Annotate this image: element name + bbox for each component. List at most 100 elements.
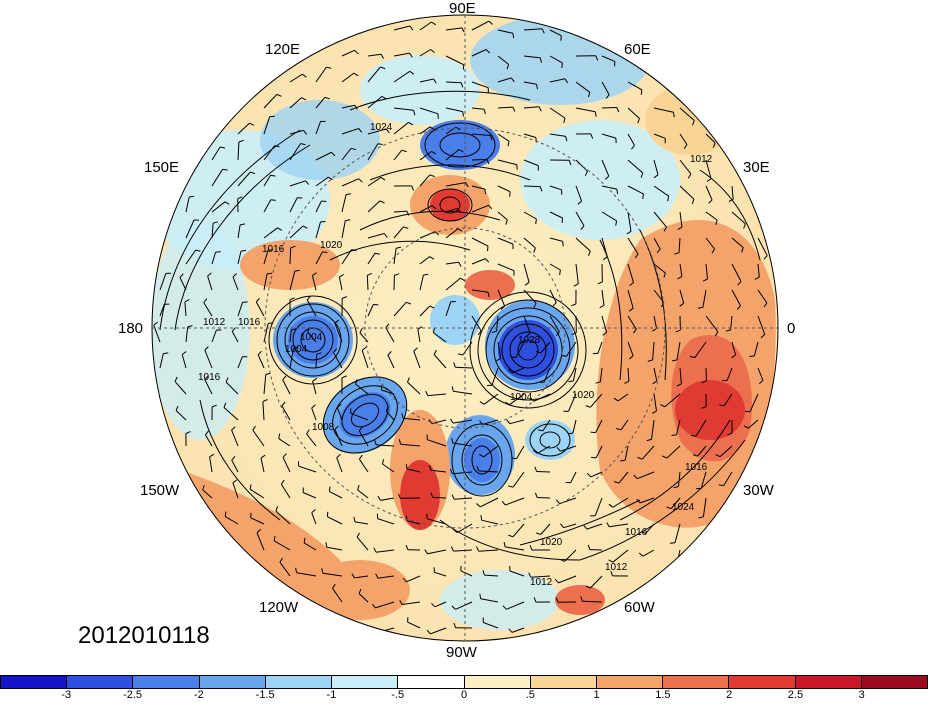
wind-barb xyxy=(602,108,617,109)
colorbar-tick-label: 2 xyxy=(726,689,732,701)
isobar-label: 1012 xyxy=(605,562,628,573)
colorbar-swatch xyxy=(597,676,663,688)
wind-barb-flag xyxy=(485,189,486,194)
isobar-label: 1020 xyxy=(572,390,595,401)
wind-barb-flag xyxy=(297,198,302,199)
wind-barb-flag xyxy=(517,165,518,170)
wind-barb-flag xyxy=(643,194,644,199)
colorbar-swatch xyxy=(531,676,597,688)
colorbar-swatch xyxy=(133,676,199,688)
colorbar-tick-label: 1.5 xyxy=(655,689,670,701)
wind-barb-flag xyxy=(562,63,563,68)
wind-barb-flag xyxy=(511,357,516,358)
colorbar-swatch xyxy=(663,676,729,688)
timestamp-label: 2012010118 xyxy=(78,622,210,650)
colorbar xyxy=(0,675,928,689)
isobar-label: 1016 xyxy=(262,244,285,255)
colorbar-swatch xyxy=(200,676,266,688)
isobar-label: 1020 xyxy=(540,537,563,548)
wind-barb-flag xyxy=(591,457,596,458)
wind-barb-flag xyxy=(672,435,677,436)
wind-barb-flag xyxy=(268,323,273,324)
lon-label-120e: 120E xyxy=(265,41,300,58)
wind-barb-flag xyxy=(321,201,326,202)
isobar-label: 1008 xyxy=(312,422,335,433)
wind-barb-flag xyxy=(322,252,327,253)
wind-barb-flag xyxy=(241,250,246,251)
lon-label-0: 0 xyxy=(787,320,795,337)
wind-barb-flag xyxy=(488,246,489,251)
wind-barb-flag xyxy=(674,112,675,117)
wind-barb-flag xyxy=(749,356,754,357)
wind-barb-flag xyxy=(374,629,377,633)
wind-barb-flag xyxy=(163,353,168,354)
colorbar-swatch xyxy=(1,676,67,688)
colorbar-swatch xyxy=(862,676,927,688)
isobar-label: 1004 xyxy=(510,392,533,403)
isobar-label: 1012 xyxy=(530,577,553,588)
wind-barb xyxy=(524,186,540,187)
wind-barb xyxy=(290,248,291,264)
lon-label-90e: 90E xyxy=(449,0,476,17)
isobar-label: 1012 xyxy=(690,154,713,165)
colorbar-tick-label: -1 xyxy=(327,689,337,701)
wind-barb-flag xyxy=(536,219,537,224)
isobar-label: 1020 xyxy=(320,240,343,251)
isobar-label: 1016 xyxy=(625,527,648,538)
wind-barb-flag xyxy=(591,432,596,433)
colorbar-swatch xyxy=(67,676,133,688)
colorbar-swatch xyxy=(332,676,398,688)
lon-label-120w: 120W xyxy=(259,599,298,616)
wind-barb-flag xyxy=(406,464,407,469)
colorbar-swatch xyxy=(266,676,332,688)
lon-label-30e: 30E xyxy=(743,159,770,176)
colorbar-tick-label: 0 xyxy=(461,689,467,701)
wind-barb-flag xyxy=(406,516,407,521)
wind-barb-flag xyxy=(641,90,642,95)
colorbar-tick-label: -.5 xyxy=(391,689,404,701)
isobar-label: 1016 xyxy=(198,372,221,383)
colorbar-tick-label: -1.5 xyxy=(256,689,275,701)
colorbar-tick-label: 1 xyxy=(594,689,600,701)
colorbar-swatch xyxy=(796,676,862,688)
isobar-label: 1012 xyxy=(203,317,226,328)
wind-barb xyxy=(446,82,461,83)
colorbar-tick-label: .5 xyxy=(526,689,535,701)
wind-barb xyxy=(472,160,487,161)
isobar-label: 1028 xyxy=(518,335,541,346)
colorbar-swatch xyxy=(729,676,795,688)
colorbar-tick-label: -2.5 xyxy=(123,689,142,701)
isobar-label: 1016 xyxy=(238,317,261,328)
colorbar-tick-label: -3 xyxy=(61,689,71,701)
wind-barb-flag xyxy=(563,241,564,246)
wind-barb-flag xyxy=(295,270,300,271)
lon-label-90w: 90W xyxy=(446,644,477,661)
lon-label-150w: 150W xyxy=(140,482,179,499)
wind-barb xyxy=(367,275,368,290)
lon-label-150e: 150E xyxy=(144,159,179,176)
wind-barb-flag xyxy=(346,194,351,195)
wind-barb-flag xyxy=(561,36,562,41)
wind-barb-flag xyxy=(330,487,331,492)
isobar-label: 1004 xyxy=(300,332,323,343)
wind-barb-flag xyxy=(427,514,428,519)
lon-label-30w: 30W xyxy=(743,482,774,499)
colorbar-tick-label: 2.5 xyxy=(788,689,803,701)
colorbar-swatch xyxy=(398,676,464,688)
lon-label-60w: 60W xyxy=(624,599,655,616)
wind-barb-flag xyxy=(481,515,482,520)
lon-label-180: 180 xyxy=(118,320,143,337)
colorbar-tick-label: 3 xyxy=(859,689,865,701)
isobar-label: 1016 xyxy=(685,462,708,473)
isobar-label: 1024 xyxy=(370,122,393,133)
wind-barb-flag xyxy=(672,566,677,567)
lon-label-60e: 60E xyxy=(624,41,651,58)
isobar-label: 1004 xyxy=(285,344,308,355)
wind-barb-flag xyxy=(568,433,573,434)
isobar-label: 1024 xyxy=(672,502,695,513)
wind-barb xyxy=(537,498,550,499)
wind-barb-flag xyxy=(271,200,276,201)
wind-barb xyxy=(433,497,446,498)
